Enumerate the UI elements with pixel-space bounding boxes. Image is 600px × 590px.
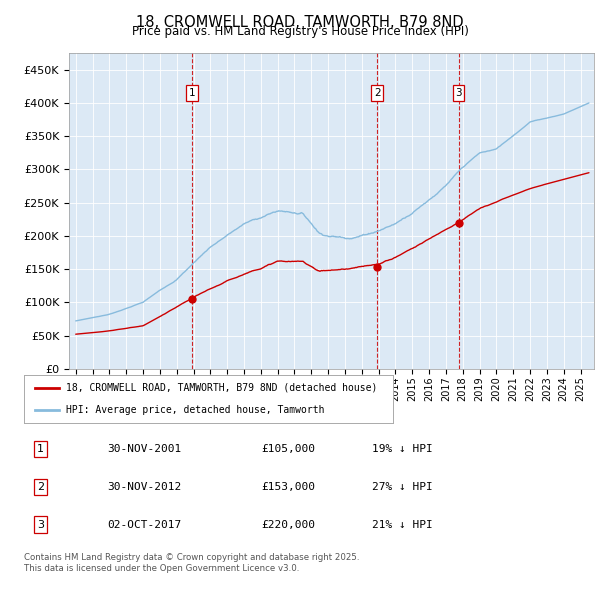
Text: 2: 2: [37, 482, 44, 491]
Text: £153,000: £153,000: [262, 482, 316, 491]
Text: £105,000: £105,000: [262, 444, 316, 454]
Text: 30-NOV-2012: 30-NOV-2012: [107, 482, 181, 491]
Text: 1: 1: [37, 444, 44, 454]
Text: 19% ↓ HPI: 19% ↓ HPI: [372, 444, 433, 454]
Text: 02-OCT-2017: 02-OCT-2017: [107, 520, 181, 529]
Text: 18, CROMWELL ROAD, TAMWORTH, B79 8ND: 18, CROMWELL ROAD, TAMWORTH, B79 8ND: [136, 15, 464, 30]
Text: 18, CROMWELL ROAD, TAMWORTH, B79 8ND (detached house): 18, CROMWELL ROAD, TAMWORTH, B79 8ND (de…: [67, 383, 378, 393]
Text: 3: 3: [37, 520, 44, 529]
Text: 2: 2: [374, 88, 380, 98]
Text: Price paid vs. HM Land Registry's House Price Index (HPI): Price paid vs. HM Land Registry's House …: [131, 25, 469, 38]
Text: 30-NOV-2001: 30-NOV-2001: [107, 444, 181, 454]
Text: Contains HM Land Registry data © Crown copyright and database right 2025.
This d: Contains HM Land Registry data © Crown c…: [24, 553, 359, 573]
Text: 1: 1: [189, 88, 196, 98]
Text: 27% ↓ HPI: 27% ↓ HPI: [372, 482, 433, 491]
Text: £220,000: £220,000: [262, 520, 316, 529]
Text: 21% ↓ HPI: 21% ↓ HPI: [372, 520, 433, 529]
Text: 3: 3: [455, 88, 462, 98]
Text: HPI: Average price, detached house, Tamworth: HPI: Average price, detached house, Tamw…: [67, 405, 325, 415]
